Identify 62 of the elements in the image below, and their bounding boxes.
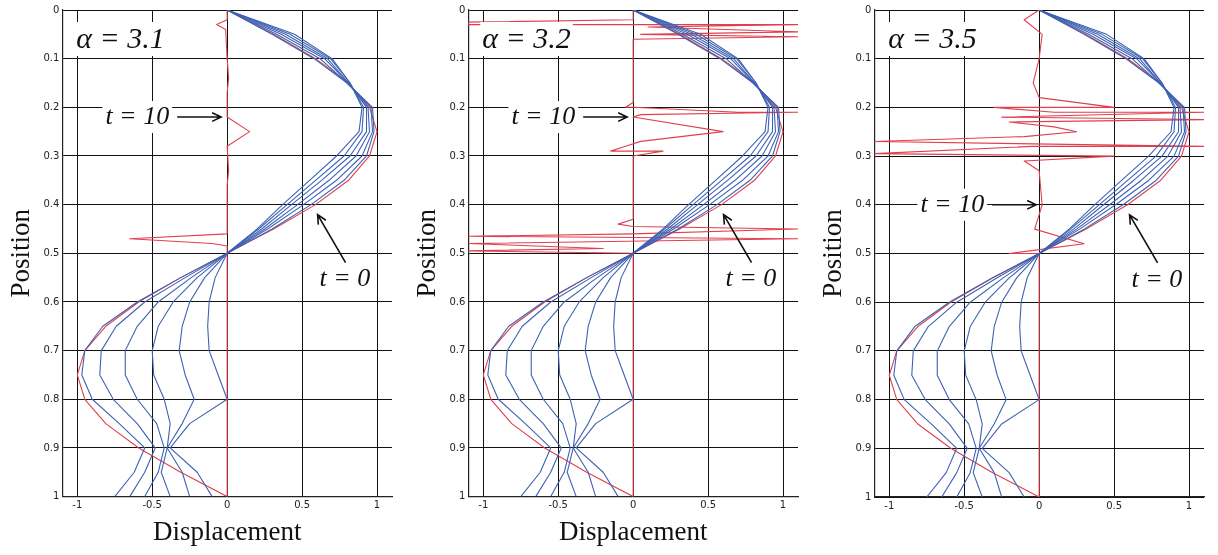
y-tick-label: 0.2: [43, 100, 60, 112]
y-tick-label: 0.1: [449, 52, 466, 64]
x-axis-title: Displacement: [152, 515, 302, 546]
y-tick-label: 0.8: [43, 392, 60, 404]
annotation: t = 10: [105, 100, 170, 130]
x-tick-label: -0.5: [954, 499, 974, 511]
y-tick-label: 0.8: [449, 392, 466, 404]
x-tick-label: 0.5: [1106, 499, 1123, 511]
y-tick-label: 0.5: [449, 246, 466, 258]
x-tick-label: 0: [1035, 499, 1043, 511]
y-tick-label: 0.4: [855, 198, 872, 210]
annotation: t = 0: [319, 263, 371, 293]
y-tick-label: 1: [458, 490, 466, 502]
x-tick-label: 1: [373, 499, 381, 511]
x-tick-label: -1: [478, 499, 489, 511]
y-axis-title: Position: [411, 208, 442, 298]
y-tick-label: 0.6: [855, 295, 872, 307]
y-tick-label: 0.7: [449, 344, 466, 356]
annotation: t = 10: [920, 188, 985, 218]
y-tick-label: 0.4: [449, 198, 466, 210]
y-tick-label: 0.9: [855, 441, 872, 453]
x-tick-label: -0.5: [548, 499, 568, 511]
annotation: α = 3.1: [76, 20, 165, 54]
y-tick-label: 0.9: [43, 441, 60, 453]
y-tick-label: 0: [458, 3, 466, 15]
x-tick-label: 0: [223, 499, 231, 511]
y-tick-label: 0.3: [43, 149, 60, 161]
y-tick-label: 0.5: [855, 247, 872, 259]
y-tick-label: 0.6: [449, 295, 466, 307]
y-tick-label: 0: [864, 3, 872, 15]
annotation: α = 3.5: [888, 20, 977, 54]
y-tick-label: 0.9: [449, 441, 466, 453]
y-tick-label: 0.3: [855, 149, 872, 161]
y-tick-label: 0.1: [855, 52, 872, 64]
x-tick-label: 1: [1185, 499, 1193, 511]
annotation: t = 0: [1131, 263, 1183, 293]
x-axis-title: Displacement: [558, 515, 708, 546]
y-axis-title: Position: [817, 208, 848, 298]
annotation: t = 10: [511, 100, 576, 130]
annotation: t = 0: [725, 263, 777, 293]
x-tick-label: 0.5: [700, 499, 717, 511]
annotation: α = 3.2: [482, 20, 571, 54]
x-tick-label: 0.5: [294, 499, 311, 511]
x-tick-label: -0.5: [142, 499, 162, 511]
y-tick-label: 1: [52, 490, 60, 502]
y-axis-title: Position: [5, 208, 36, 298]
y-tick-label: 0.4: [43, 198, 60, 210]
y-tick-label: 0: [52, 3, 60, 15]
y-tick-label: 0.7: [43, 344, 60, 356]
x-tick-label: 1: [779, 499, 787, 511]
y-tick-label: 0.6: [43, 295, 60, 307]
x-tick-label: -1: [72, 499, 83, 511]
x-tick-label: 0: [629, 499, 637, 511]
x-tick-label: -1: [884, 499, 895, 511]
y-tick-label: 0.7: [855, 344, 872, 356]
y-tick-label: 0.3: [449, 149, 466, 161]
y-tick-label: 0.8: [855, 393, 872, 405]
y-tick-label: 0.1: [43, 52, 60, 64]
y-tick-label: 1: [864, 490, 872, 502]
y-tick-label: 0.2: [855, 100, 872, 112]
y-tick-label: 0.5: [43, 246, 60, 258]
y-tick-label: 0.2: [449, 100, 466, 112]
